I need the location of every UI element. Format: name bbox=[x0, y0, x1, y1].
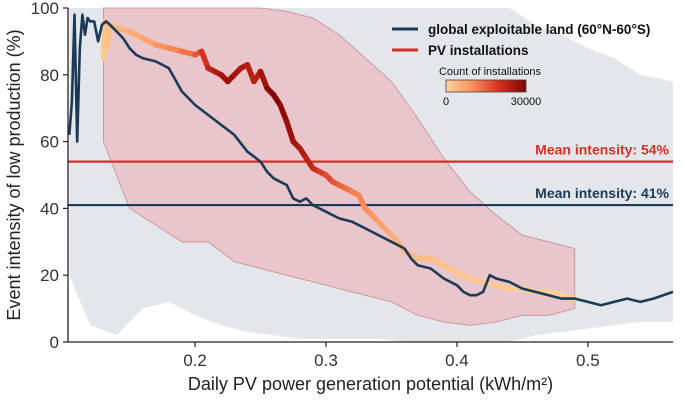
colorbar-title: Count of installations bbox=[439, 66, 542, 78]
y-tick-label: 60 bbox=[40, 133, 59, 152]
range-band-pv-installations bbox=[103, 7, 576, 326]
colorbar-min-label: 0 bbox=[443, 96, 449, 108]
y-axis-title: Event intensity of low production (%) bbox=[4, 29, 24, 320]
x-tick-label: 0.5 bbox=[576, 351, 600, 370]
y-tick-label: 80 bbox=[40, 66, 59, 85]
x-axis-title: Daily PV power generation potential (kWh… bbox=[188, 374, 553, 394]
pv-installations-segment bbox=[198, 48, 211, 71]
pv-installations-segment bbox=[283, 118, 296, 145]
y-tick-label: 0 bbox=[50, 333, 59, 352]
y-tick-label: 100 bbox=[31, 0, 59, 18]
legend-label-pv-installations: PV installations bbox=[428, 43, 529, 58]
reference-label-1: Mean intensity: 54% bbox=[535, 142, 669, 158]
series-layer bbox=[68, 13, 674, 307]
reference-label-2: Mean intensity: 41% bbox=[535, 185, 669, 201]
x-tick-label: 0.2 bbox=[183, 351, 207, 370]
legend-label-global-land: global exploitable land (60°N-60°S) bbox=[428, 22, 650, 37]
pv-installations-segment bbox=[277, 102, 290, 125]
x-tick-label: 0.4 bbox=[445, 351, 469, 370]
ticks: 0.2 0.3 0.4 0.5 0 20 40 60 80 100 bbox=[31, 0, 600, 370]
global-land-line bbox=[68, 13, 674, 307]
range-layer bbox=[69, 7, 674, 342]
reference-lines: Mean intensity: 54% Mean intensity: 41% bbox=[68, 142, 673, 207]
x-tick-label: 0.3 bbox=[314, 351, 338, 370]
pv-installations-segment bbox=[257, 68, 270, 91]
pv-installations-segment bbox=[104, 21, 113, 51]
y-tick-label: 20 bbox=[40, 266, 59, 285]
legend: global exploitable land (60°N-60°S) PV i… bbox=[392, 22, 650, 108]
colorbar-max-label: 30000 bbox=[511, 96, 542, 108]
y-tick-label: 40 bbox=[40, 199, 59, 218]
axes bbox=[67, 8, 673, 343]
colorbar bbox=[445, 79, 527, 93]
